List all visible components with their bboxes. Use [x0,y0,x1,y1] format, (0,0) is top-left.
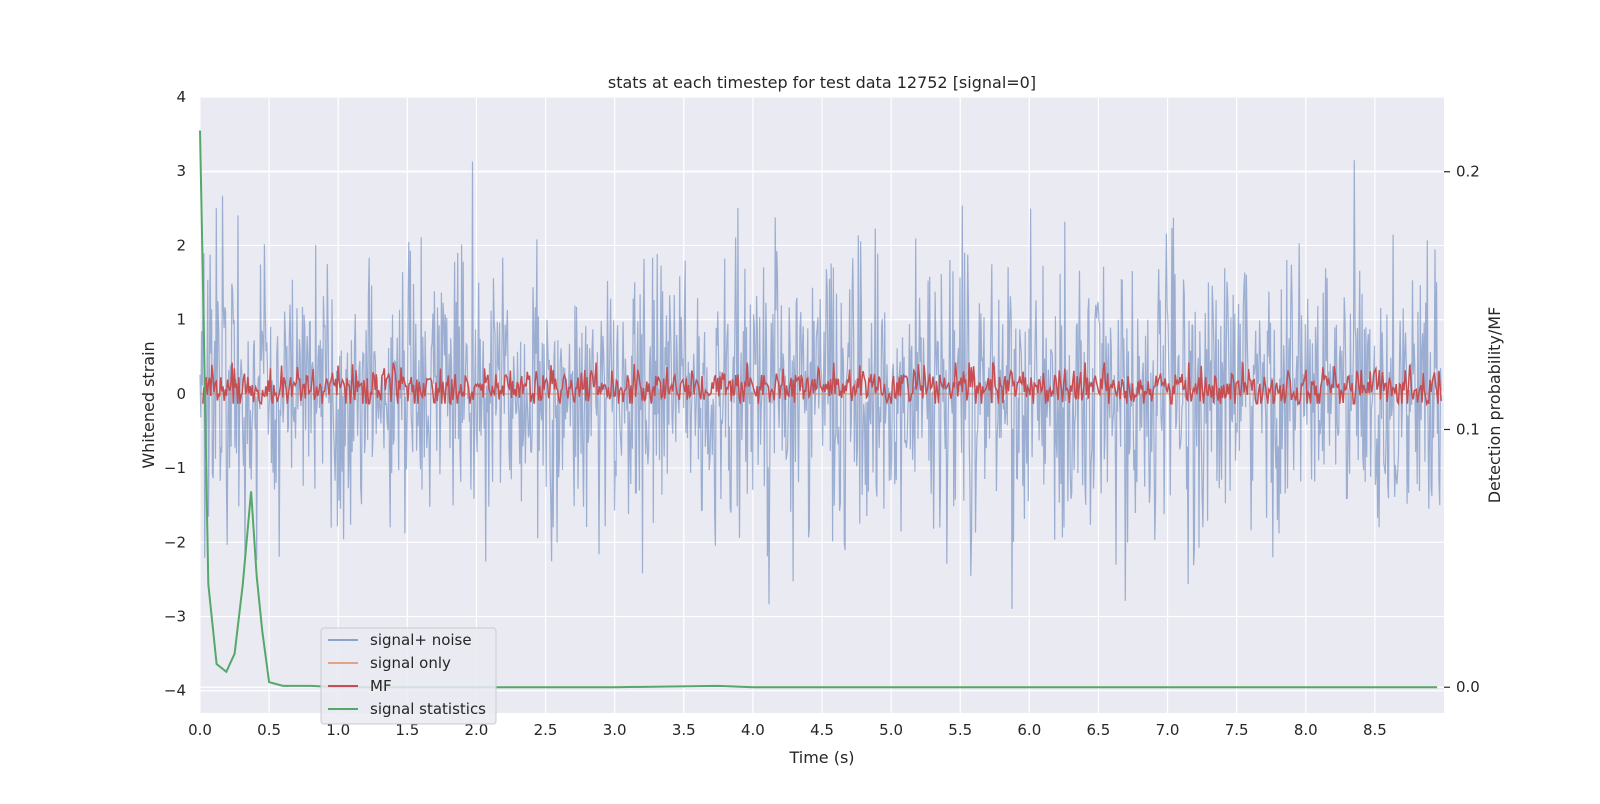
x-tick-label: 7.0 [1156,721,1180,739]
y2-tick-label: 0.2 [1456,163,1480,181]
chart-title: stats at each timestep for test data 127… [608,73,1036,92]
x-tick-label: 6.0 [1017,721,1041,739]
x-tick-label: 7.5 [1225,721,1249,739]
x-tick-label: 1.5 [395,721,419,739]
x-axis-label: Time (s) [788,748,854,767]
tick-labels: 0.0 0.5 1.0 1.5 2.0 2.5 3.0 3.5 4.0 4.5 5.0 5.5 6.0 6… [164,88,1480,739]
x-tick-label: 8.5 [1363,721,1387,739]
x-tick-label: 2.5 [534,721,558,739]
y-tick-label: 2 [176,236,186,254]
x-tick-label: 3.0 [603,721,627,739]
legend: signal+ noise signal only MF signal stat… [320,627,497,725]
y-tick-label: 0 [176,385,186,403]
y-tick-label: −2 [164,533,186,551]
x-tick-label: 3.5 [672,721,696,739]
series-layer [199,130,1442,689]
legend-label-mf: MF [370,677,392,695]
y-tick-label: −3 [164,608,186,626]
y-tick-label: 1 [176,311,186,329]
y-axis-label: Whitened strain [139,341,158,468]
legend-label-signal-only: signal only [370,654,451,672]
y2-tick-label: 0.1 [1456,420,1480,438]
x-tick-label: 5.0 [879,721,903,739]
legend-label-signal-noise: signal+ noise [370,631,472,649]
y-tick-label: −1 [164,459,186,477]
legend-label-signal-statistics: signal statistics [370,700,486,718]
series-line-mf [202,362,1442,407]
x-tick-label: 0.5 [257,721,281,739]
x-tick-label: 6.5 [1087,721,1111,739]
x-tick-label: 2.0 [465,721,489,739]
x-tick-label: 8.0 [1294,721,1318,739]
series-line-signal-noise [199,160,1442,609]
x-tick-label: 4.5 [810,721,834,739]
y2-tick-label: 0.0 [1456,678,1480,696]
legend-box [320,627,497,725]
y2-axis-label: Detection probability/MF [1485,307,1504,504]
x-tick-label: 4.0 [741,721,765,739]
x-tick-label: 0.0 [188,721,212,739]
y-tick-label: 4 [176,88,186,106]
y-tick-label: 3 [176,162,186,180]
x-tick-label: 1.0 [326,721,350,739]
x-tick-label: 5.5 [948,721,972,739]
series-line-signal-statistics [199,130,1438,689]
y-tick-label: −4 [164,682,186,700]
